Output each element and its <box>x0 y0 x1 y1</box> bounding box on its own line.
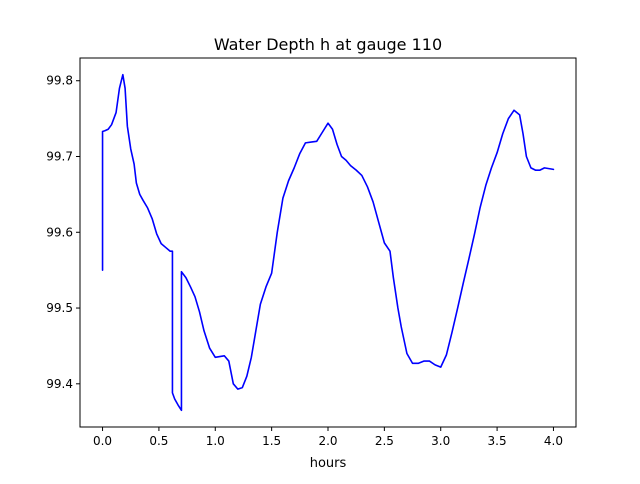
x-tick-label: 0.0 <box>93 434 112 448</box>
x-tick-label: 2.5 <box>375 434 394 448</box>
series-layer <box>101 73 555 412</box>
x-tick-label: 1.5 <box>262 434 281 448</box>
x-tick-label: 3.0 <box>431 434 450 448</box>
chart-title: Water Depth h at gauge 110 <box>214 35 442 54</box>
x-tick-label: 0.5 <box>149 434 168 448</box>
x-axis-ticks: 0.0 0.5 1.0 1.5 2.0 2.5 3.0 3.5 4.0 <box>93 427 563 448</box>
x-tick-label: 4.0 <box>544 434 563 448</box>
x-tick-label: 1.0 <box>206 434 225 448</box>
axes: 0.0 0.5 1.0 1.5 2.0 2.5 3.0 3.5 4.0 99.4 99.5 99.6… <box>46 57 577 448</box>
plot-area <box>80 58 576 427</box>
y-axis-ticks: 99.4 99.5 99.6 99.7 99.8 <box>46 74 80 391</box>
y-tick-label: 99.5 <box>46 301 73 315</box>
x-tick-label: 2.0 <box>318 434 337 448</box>
y-tick-label: 99.6 <box>46 225 73 239</box>
x-tick-label: 3.5 <box>488 434 507 448</box>
y-tick-label: 99.4 <box>46 377 73 391</box>
x-axis-label: hours <box>310 456 347 471</box>
series-line-1 <box>101 73 555 412</box>
y-tick-label: 99.7 <box>46 150 73 164</box>
y-tick-label: 99.8 <box>46 74 73 88</box>
